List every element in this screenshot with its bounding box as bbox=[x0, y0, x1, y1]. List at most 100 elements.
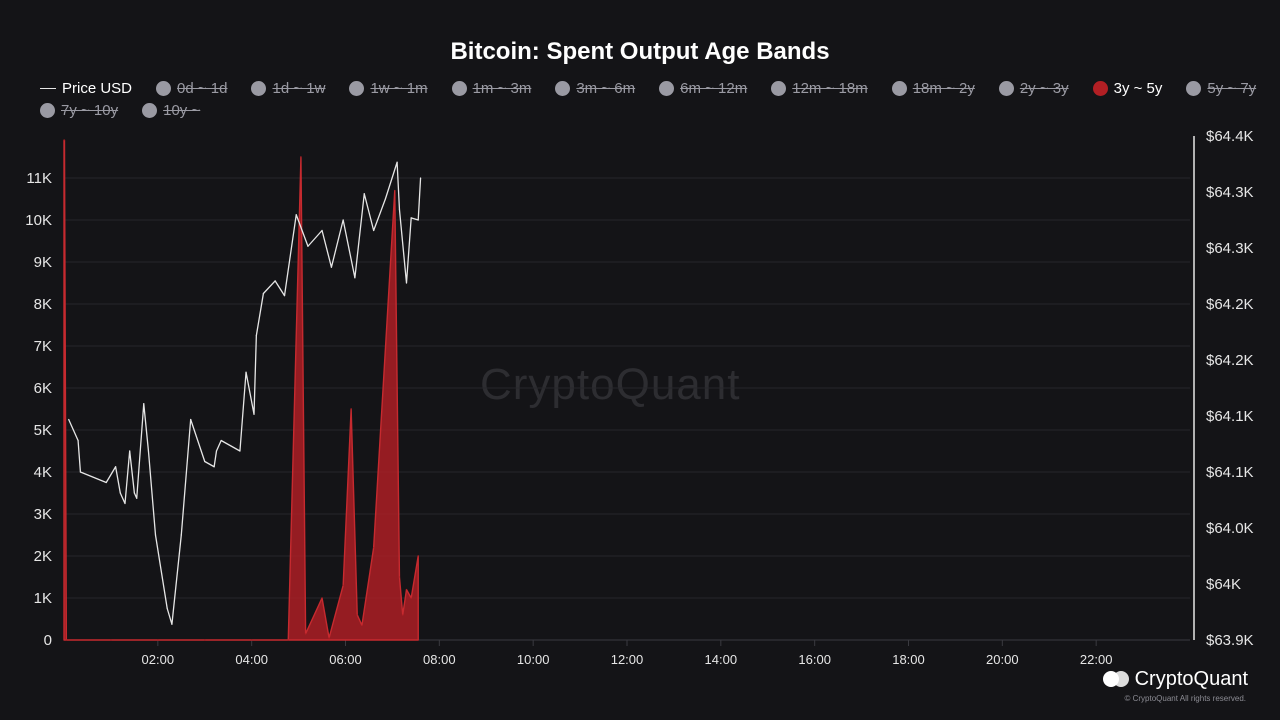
legend-item[interactable]: Price USD bbox=[40, 78, 132, 98]
area-point bbox=[394, 190, 396, 192]
x-tick-label: 06:00 bbox=[329, 652, 362, 667]
y-right-tick-label: $64.2K bbox=[1206, 296, 1254, 313]
x-tick-label: 22:00 bbox=[1080, 652, 1113, 667]
area-point bbox=[417, 555, 419, 557]
price-point bbox=[68, 418, 70, 421]
legend-dot-icon bbox=[40, 102, 55, 118]
price-point bbox=[190, 418, 192, 421]
legend-label: 1m ~ 3m bbox=[472, 79, 532, 97]
price-point bbox=[342, 219, 344, 221]
legend-dot-icon bbox=[1092, 80, 1108, 96]
price-point bbox=[283, 295, 286, 297]
price-point bbox=[133, 492, 135, 494]
y-left-tick-label: 0 bbox=[44, 632, 52, 649]
legend-dot-icon bbox=[891, 80, 907, 96]
legend-item[interactable]: 7y ~ 10y bbox=[40, 100, 118, 120]
price-point bbox=[124, 502, 126, 505]
area-point bbox=[321, 597, 323, 599]
y-left-tick-label: 1K bbox=[34, 590, 52, 607]
area-point bbox=[157, 639, 159, 641]
legend-item[interactable]: 5y ~ 7y bbox=[1186, 78, 1256, 98]
legend-dot-icon bbox=[349, 80, 365, 96]
legend-label: 2y ~ 3y bbox=[1019, 79, 1069, 97]
price-point bbox=[274, 280, 276, 282]
y-right-tick-label: $63.9K bbox=[1206, 632, 1254, 649]
legend-item[interactable]: 1w ~ 1m bbox=[349, 78, 428, 98]
y-left-tick-label: 3K bbox=[34, 506, 52, 523]
area-point bbox=[110, 639, 112, 641]
price-point bbox=[239, 450, 241, 452]
area-point bbox=[251, 639, 253, 641]
x-tick-label: 16:00 bbox=[798, 652, 831, 667]
price-point bbox=[129, 450, 131, 452]
price-point bbox=[166, 607, 168, 610]
legend-dot-icon bbox=[771, 80, 787, 96]
series-line-price-usd bbox=[68, 161, 422, 625]
price-point bbox=[398, 208, 401, 211]
area-point bbox=[398, 576, 401, 578]
area-point bbox=[356, 614, 358, 616]
price-point bbox=[136, 497, 138, 499]
area-point bbox=[410, 597, 412, 599]
price-point bbox=[79, 471, 82, 473]
y-right-tick-label: $64.2K bbox=[1206, 352, 1254, 369]
y-right-tick-label: $64K bbox=[1206, 576, 1241, 593]
series-area-3y-5y bbox=[63, 139, 419, 641]
legend-item[interactable]: 1m ~ 3m bbox=[451, 78, 532, 98]
price-point bbox=[105, 481, 107, 484]
legend-item[interactable]: 3y ~ 5y bbox=[1092, 78, 1162, 98]
price-point bbox=[220, 439, 222, 442]
x-tick-label: 18:00 bbox=[892, 652, 925, 667]
legend-label: 1d ~ 1w bbox=[272, 79, 326, 97]
legend-item[interactable]: 12m ~ 18m bbox=[771, 78, 868, 98]
legend-item[interactable]: 18m ~ 2y bbox=[891, 78, 975, 98]
x-tick-label: 12:00 bbox=[611, 652, 644, 667]
price-point bbox=[295, 214, 297, 216]
price-point bbox=[171, 623, 173, 625]
area-point bbox=[204, 639, 206, 641]
area-point bbox=[361, 624, 363, 626]
price-point bbox=[410, 217, 412, 219]
legend-dot-icon bbox=[998, 80, 1014, 96]
area-point bbox=[305, 633, 307, 635]
legend-label: 0d ~ 1d bbox=[177, 79, 228, 97]
legend-item[interactable]: 1d ~ 1w bbox=[251, 78, 325, 98]
price-point bbox=[373, 229, 375, 232]
price-point bbox=[204, 460, 206, 463]
y-left-tick-label: 11K bbox=[26, 170, 52, 187]
x-tick-label: 10:00 bbox=[517, 652, 550, 667]
area-point bbox=[287, 639, 289, 641]
price-point bbox=[354, 277, 356, 279]
legend-dot-icon bbox=[1186, 80, 1202, 96]
price-point bbox=[396, 161, 398, 163]
legend-label: 10y ~ bbox=[163, 101, 201, 119]
area-point bbox=[402, 614, 404, 616]
x-tick-label: 08:00 bbox=[423, 652, 456, 667]
legend-item[interactable]: 3m ~ 6m bbox=[555, 78, 635, 98]
y-left-tick-label: 4K bbox=[34, 464, 52, 481]
area-point bbox=[373, 547, 375, 549]
y-left-tick-label: 8K bbox=[34, 296, 52, 313]
legend-item[interactable]: 2y ~ 3y bbox=[998, 78, 1069, 98]
chart-legend: Price USD 0d ~ 1d 1d ~ 1w 1w ~ 1m 1m ~ 3m 3m … bbox=[40, 78, 1260, 120]
price-point bbox=[77, 439, 79, 442]
x-tick-label: 20:00 bbox=[986, 652, 1019, 667]
legend-item[interactable]: 6m ~ 12m bbox=[659, 78, 747, 98]
y-right-tick-label: $64.3K bbox=[1206, 184, 1254, 201]
x-tick-label: 02:00 bbox=[142, 652, 175, 667]
price-point bbox=[213, 466, 215, 468]
area-point bbox=[328, 637, 330, 639]
legend-label: 3m ~ 6m bbox=[576, 79, 636, 97]
cryptoquant-logo-icon bbox=[1102, 670, 1129, 689]
price-point bbox=[245, 371, 247, 373]
legend-dot-icon bbox=[251, 80, 267, 96]
y-left-tick-label: 7K bbox=[34, 338, 52, 355]
legend-dot-icon bbox=[142, 102, 158, 118]
legend-item[interactable]: 10y ~ bbox=[142, 100, 200, 120]
y-right-tick-label: $64.1K bbox=[1206, 408, 1254, 425]
line-swatch-icon bbox=[40, 87, 56, 89]
area-point bbox=[300, 156, 302, 158]
price-point bbox=[154, 534, 157, 536]
legend-item[interactable]: 0d ~ 1d bbox=[156, 78, 227, 98]
